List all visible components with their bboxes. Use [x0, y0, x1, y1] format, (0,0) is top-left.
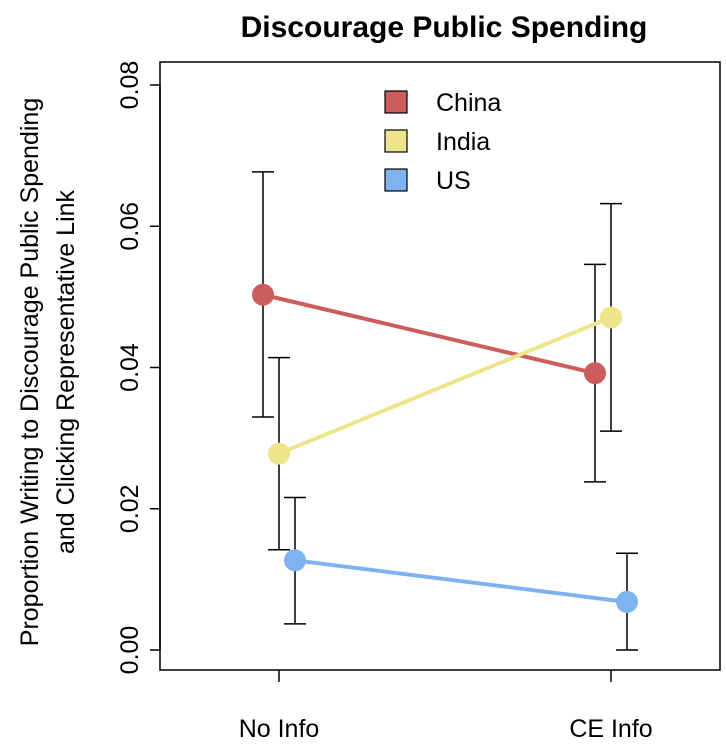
legend-swatch-china: [384, 90, 408, 114]
data-point-india: [268, 442, 290, 465]
data-point-china: [252, 283, 274, 306]
x-axis: No Info CE Info: [239, 670, 653, 743]
series-line-us: [294, 558, 628, 604]
y-axis-label-line-2: and Clicking Representative Link: [52, 189, 80, 554]
x-tick-label: CE Info: [569, 715, 652, 743]
data-point-china: [584, 362, 606, 385]
y-tick-label: 0.08: [116, 61, 144, 110]
y-tick-label: 0.04: [116, 343, 144, 392]
x-tick-label: No Info: [239, 715, 320, 743]
y-axis-label-line-1: Proportion Writing to Discourage Public …: [16, 98, 44, 646]
series-china: [252, 171, 606, 483]
series-us: [284, 496, 638, 651]
legend-label-us: US: [436, 167, 471, 195]
legend: China India US: [384, 89, 501, 195]
data-point-us: [284, 549, 306, 572]
series-layer: [252, 171, 638, 651]
data-point-india: [600, 306, 622, 329]
y-tick-label: 0.06: [116, 202, 144, 251]
legend-label-china: China: [436, 89, 501, 117]
y-tick-label: 0.02: [116, 484, 144, 533]
legend-swatch-us: [384, 168, 408, 192]
legend-swatch-india: [384, 129, 408, 153]
y-axis: 0.00 0.02 0.04 0.06 0.08: [116, 61, 161, 675]
y-tick-label: 0.00: [116, 626, 144, 675]
legend-label-india: India: [436, 128, 490, 156]
chart-title: Discourage Public Spending: [241, 11, 648, 44]
series-line-india: [278, 315, 612, 456]
series-line-china: [262, 292, 596, 376]
data-point-us: [616, 590, 638, 613]
series-india: [268, 202, 622, 551]
y-axis-label: Proportion Writing to Discourage Public …: [16, 98, 80, 646]
